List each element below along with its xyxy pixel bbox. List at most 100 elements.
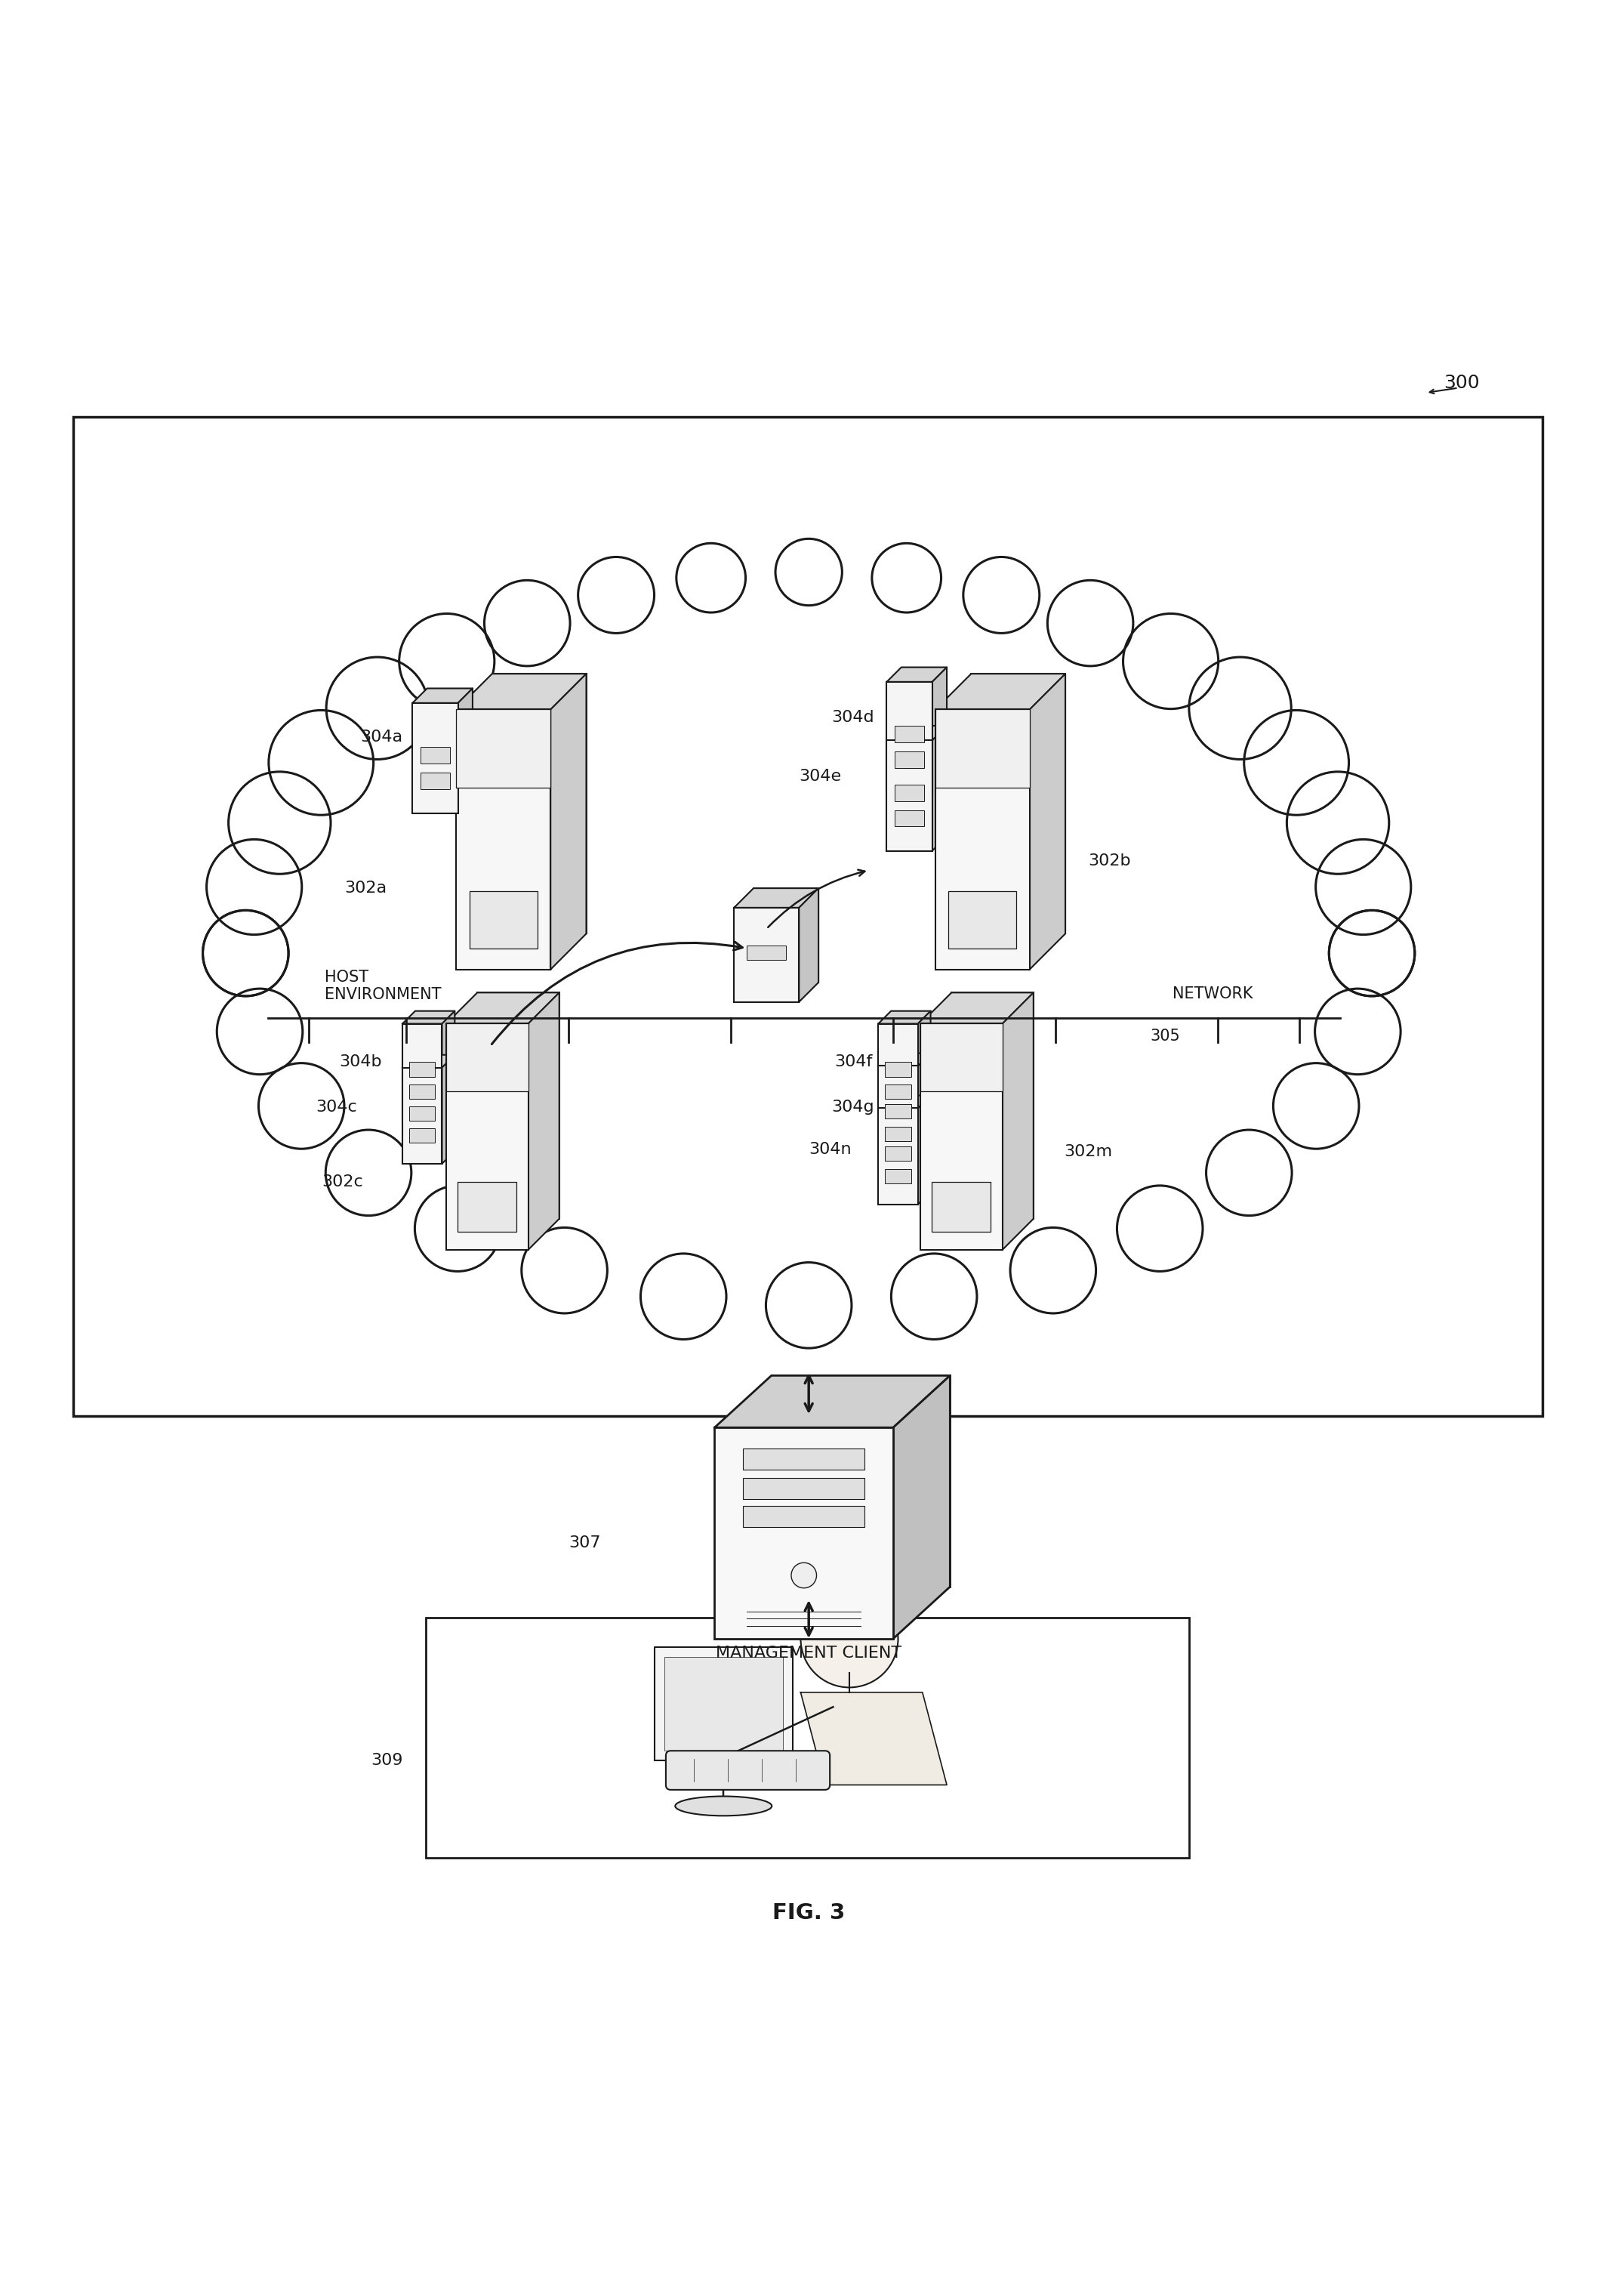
Circle shape	[218, 990, 302, 1074]
Text: 305: 305	[1150, 1028, 1179, 1044]
FancyBboxPatch shape	[885, 1104, 911, 1119]
Text: 309: 309	[370, 1753, 403, 1767]
Polygon shape	[551, 675, 586, 969]
Ellipse shape	[676, 1797, 771, 1815]
Circle shape	[400, 613, 494, 709]
Circle shape	[1286, 771, 1389, 873]
Text: 304f: 304f	[835, 1053, 872, 1069]
Ellipse shape	[276, 602, 1341, 1304]
FancyBboxPatch shape	[887, 741, 932, 850]
FancyBboxPatch shape	[921, 1024, 1002, 1092]
Circle shape	[578, 556, 654, 634]
FancyBboxPatch shape	[747, 946, 786, 960]
Text: HOST
ENVIRONMENT: HOST ENVIRONMENT	[325, 969, 442, 1001]
Text: 304e: 304e	[799, 768, 841, 784]
Circle shape	[676, 543, 745, 613]
FancyBboxPatch shape	[715, 1427, 893, 1639]
FancyBboxPatch shape	[477, 992, 559, 1220]
FancyBboxPatch shape	[409, 1062, 435, 1076]
Text: 302b: 302b	[1088, 853, 1130, 869]
FancyBboxPatch shape	[456, 709, 551, 969]
Text: 307: 307	[568, 1534, 601, 1550]
Polygon shape	[403, 1056, 455, 1067]
Circle shape	[791, 1562, 817, 1589]
Polygon shape	[887, 725, 947, 741]
Polygon shape	[1002, 992, 1033, 1249]
FancyBboxPatch shape	[971, 675, 1065, 935]
Polygon shape	[458, 689, 473, 814]
FancyBboxPatch shape	[952, 992, 1033, 1220]
Circle shape	[892, 1254, 978, 1338]
FancyBboxPatch shape	[879, 1108, 918, 1204]
FancyBboxPatch shape	[935, 709, 1030, 969]
Circle shape	[1207, 1131, 1291, 1215]
FancyBboxPatch shape	[885, 1170, 911, 1183]
FancyBboxPatch shape	[666, 1751, 830, 1790]
Text: 304d: 304d	[831, 709, 874, 725]
FancyBboxPatch shape	[885, 1085, 911, 1099]
Polygon shape	[442, 1056, 455, 1163]
Circle shape	[963, 556, 1039, 634]
Polygon shape	[887, 668, 947, 682]
Polygon shape	[715, 1375, 950, 1427]
Polygon shape	[456, 675, 586, 709]
Circle shape	[326, 1131, 411, 1215]
FancyBboxPatch shape	[73, 417, 1543, 1416]
FancyBboxPatch shape	[744, 1448, 864, 1471]
Polygon shape	[932, 725, 947, 850]
Text: NETWORK: NETWORK	[1173, 987, 1254, 1001]
Circle shape	[640, 1254, 726, 1338]
Text: 302m: 302m	[1064, 1145, 1112, 1158]
Circle shape	[1189, 657, 1291, 759]
Circle shape	[414, 1186, 500, 1272]
Circle shape	[1117, 1186, 1203, 1272]
Circle shape	[1047, 581, 1134, 666]
FancyBboxPatch shape	[427, 689, 473, 798]
FancyBboxPatch shape	[935, 709, 1030, 787]
FancyBboxPatch shape	[921, 1024, 1002, 1249]
Circle shape	[203, 910, 289, 996]
FancyBboxPatch shape	[425, 1617, 1189, 1858]
Polygon shape	[734, 889, 818, 907]
Circle shape	[1328, 910, 1415, 996]
FancyBboxPatch shape	[771, 1375, 950, 1587]
Polygon shape	[442, 1010, 455, 1119]
FancyArrowPatch shape	[492, 942, 742, 1044]
Text: 302a: 302a	[344, 880, 387, 896]
Polygon shape	[403, 1010, 455, 1024]
FancyBboxPatch shape	[879, 1067, 918, 1163]
Circle shape	[484, 581, 570, 666]
Circle shape	[1315, 990, 1400, 1074]
FancyBboxPatch shape	[885, 1062, 911, 1076]
Polygon shape	[801, 1692, 947, 1785]
FancyBboxPatch shape	[421, 748, 450, 764]
FancyBboxPatch shape	[403, 1067, 442, 1163]
Text: 304c: 304c	[317, 1099, 357, 1115]
FancyBboxPatch shape	[492, 675, 586, 935]
Ellipse shape	[231, 559, 1387, 1347]
Text: 304g: 304g	[831, 1099, 874, 1115]
FancyBboxPatch shape	[409, 1106, 435, 1119]
Circle shape	[229, 771, 331, 873]
Circle shape	[872, 543, 942, 613]
Circle shape	[258, 1062, 344, 1149]
FancyBboxPatch shape	[447, 1024, 528, 1092]
Text: FIG. 3: FIG. 3	[773, 1904, 844, 1924]
Polygon shape	[918, 1010, 931, 1119]
FancyBboxPatch shape	[744, 1505, 864, 1528]
FancyBboxPatch shape	[879, 1024, 918, 1119]
Circle shape	[326, 657, 429, 759]
Polygon shape	[918, 1053, 931, 1163]
FancyBboxPatch shape	[892, 1053, 931, 1149]
FancyBboxPatch shape	[409, 1129, 435, 1142]
FancyBboxPatch shape	[901, 725, 947, 837]
Polygon shape	[799, 889, 818, 1001]
FancyBboxPatch shape	[895, 809, 924, 828]
FancyBboxPatch shape	[901, 668, 947, 777]
FancyBboxPatch shape	[409, 1085, 435, 1099]
FancyBboxPatch shape	[892, 1094, 931, 1192]
Text: 304b: 304b	[339, 1053, 382, 1069]
Circle shape	[801, 1589, 898, 1687]
FancyBboxPatch shape	[421, 773, 450, 789]
FancyBboxPatch shape	[412, 702, 458, 814]
